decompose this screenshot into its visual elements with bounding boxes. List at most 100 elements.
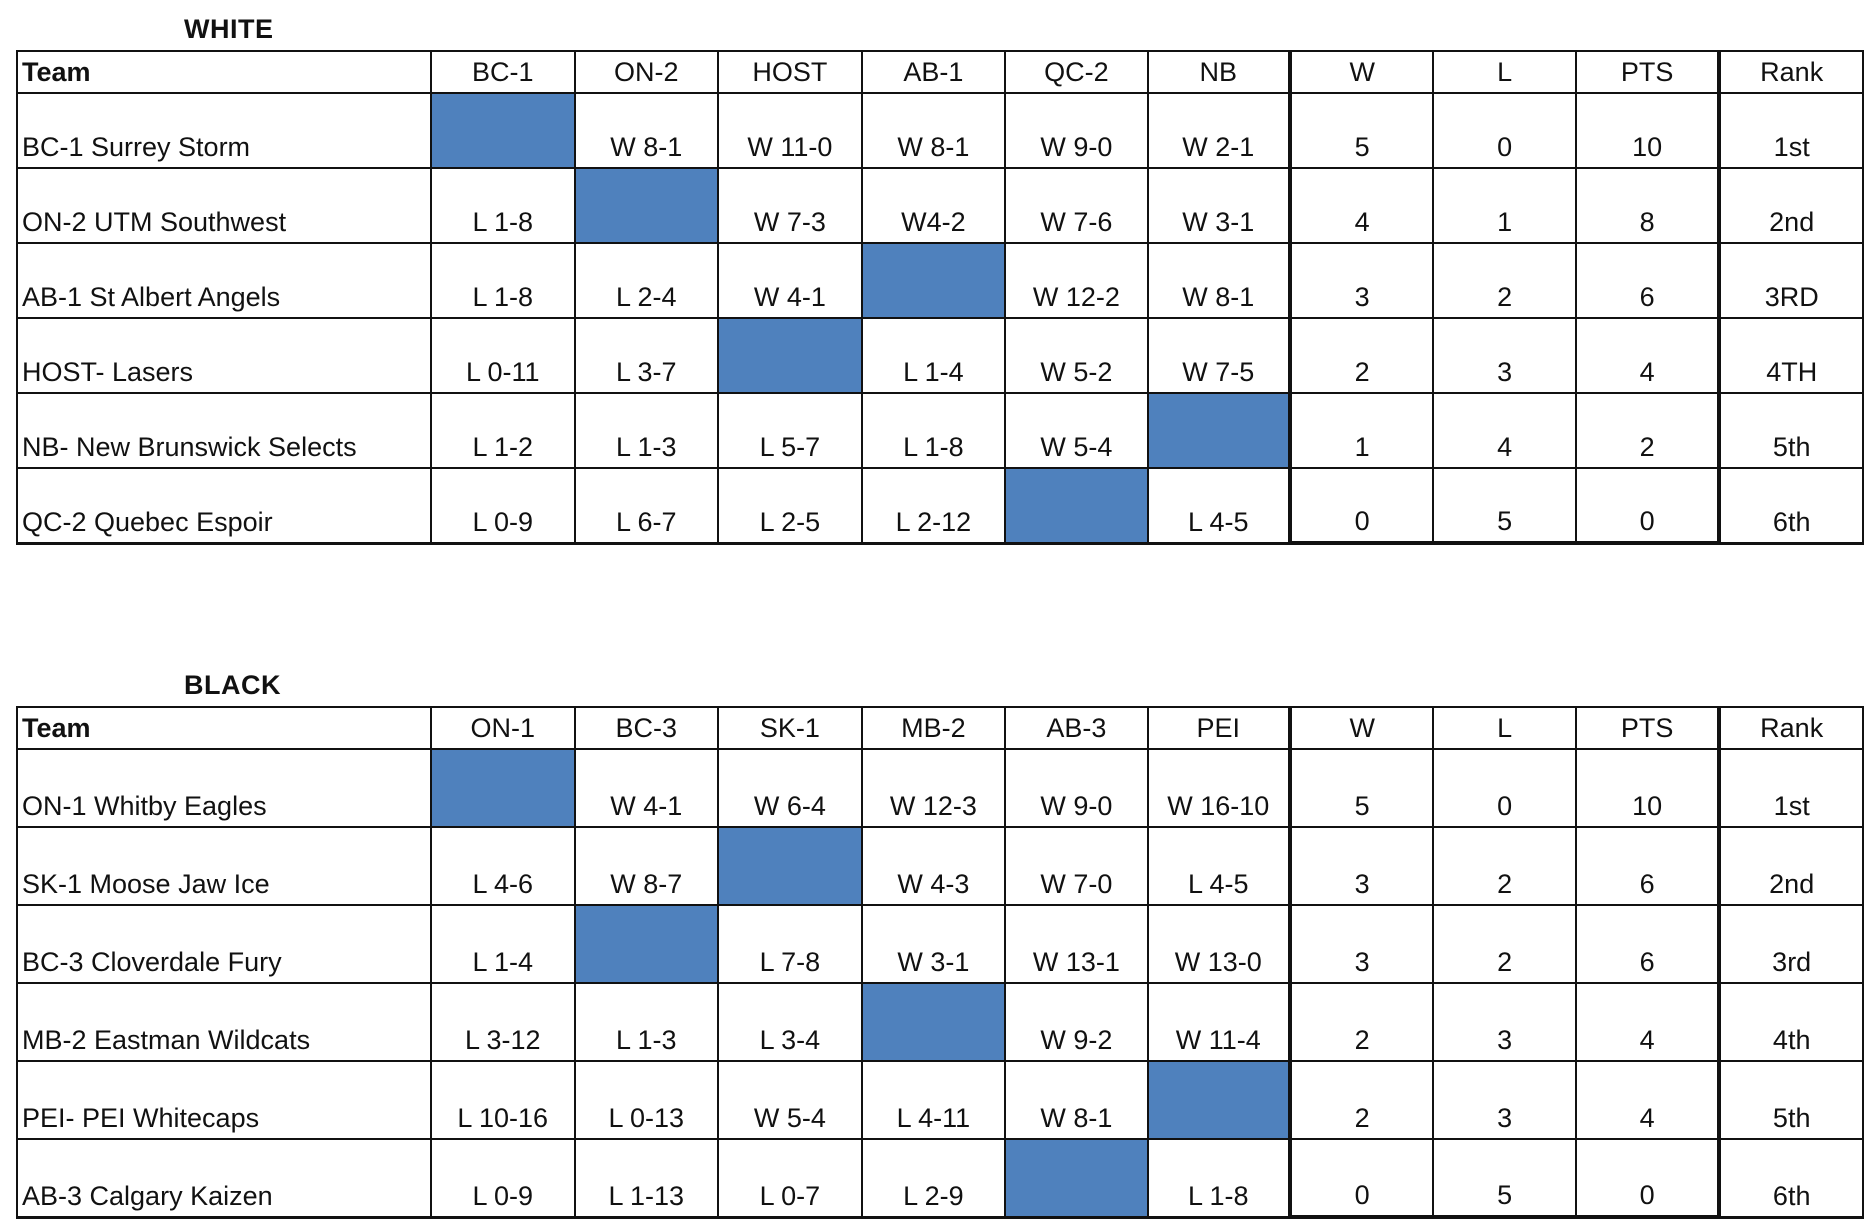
result-cell: L 1-8 xyxy=(429,242,576,319)
wins-cell: 1 xyxy=(1287,392,1435,469)
result-cell: L 3-12 xyxy=(429,982,576,1062)
rank-cell: 5th xyxy=(1717,392,1864,469)
points-cell: 6 xyxy=(1574,904,1721,984)
wins-cell: 5 xyxy=(1287,748,1435,828)
column-header: BC-1 xyxy=(429,50,576,94)
result-cell: W 7-0 xyxy=(1004,826,1149,906)
column-header: BC-3 xyxy=(573,706,720,750)
wins-cell: 4 xyxy=(1287,167,1435,244)
result-cell: W 8-1 xyxy=(860,92,1007,169)
self-match-blank-cell xyxy=(1004,467,1149,545)
rank-cell: 6th xyxy=(1717,467,1864,545)
self-match-blank-cell xyxy=(860,982,1007,1062)
header-row: Team ON-1 BC-3 SK-1 MB-2 AB-3 PEI W L PTS Rank xyxy=(16,706,1864,750)
column-header: Team xyxy=(16,706,432,750)
points-cell: 4 xyxy=(1574,982,1721,1062)
result-cell: W 4-3 xyxy=(860,826,1007,906)
points-cell: 0 xyxy=(1574,467,1721,545)
result-cell: W 2-1 xyxy=(1146,92,1291,169)
result-cell: L 0-11 xyxy=(429,317,576,394)
table-row: HOST- Lasers L 0-11 L 3-7 L 1-4 W 5-2 W 7-5 2 3… xyxy=(16,317,1864,394)
wins-cell: 0 xyxy=(1287,1138,1435,1219)
self-match-blank-cell xyxy=(573,167,720,244)
result-cell: L 1-8 xyxy=(860,392,1007,469)
table-row: ON-2 UTM Southwest L 1-8 W 7-3 W4-2 W 7-6 W 3… xyxy=(16,167,1864,244)
result-cell: W 7-5 xyxy=(1146,317,1291,394)
team-name-cell: QC-2 Quebec Espoir xyxy=(16,467,432,545)
column-header: MB-2 xyxy=(860,706,1007,750)
column-header: W xyxy=(1287,706,1435,750)
result-cell: W 7-3 xyxy=(717,167,863,244)
wins-cell: 2 xyxy=(1287,317,1435,394)
header-row: Team BC-1 ON-2 HOST AB-1 QC-2 NB W L PTS Rank xyxy=(16,50,1864,94)
self-match-blank-cell xyxy=(860,242,1007,319)
table-row: ON-1 Whitby Eagles W 4-1 W 6-4 W 12-3 W 9-0 W… xyxy=(16,748,1864,828)
points-cell: 6 xyxy=(1574,242,1721,319)
result-cell: L 1-4 xyxy=(429,904,576,984)
rank-cell: 1st xyxy=(1717,748,1864,828)
black-pool-title: BLACK xyxy=(184,670,281,700)
team-name-cell: HOST- Lasers xyxy=(16,317,432,394)
column-header: SK-1 xyxy=(717,706,863,750)
column-header: L xyxy=(1432,706,1577,750)
result-cell: L 4-5 xyxy=(1146,467,1291,545)
rank-cell: 2nd xyxy=(1717,167,1864,244)
column-header: AB-1 xyxy=(860,50,1007,94)
result-cell: L 1-2 xyxy=(429,392,576,469)
column-header: Rank xyxy=(1717,706,1864,750)
points-cell: 4 xyxy=(1574,317,1721,394)
black-standings-table: Team ON-1 BC-3 SK-1 MB-2 AB-3 PEI W L PTS Rank ON-… xyxy=(16,706,1864,1219)
result-cell: W 13-1 xyxy=(1004,904,1149,984)
rank-cell: 6th xyxy=(1717,1138,1864,1219)
result-cell: W 9-2 xyxy=(1004,982,1149,1062)
column-header: PTS xyxy=(1574,50,1721,94)
losses-cell: 2 xyxy=(1432,242,1577,319)
result-cell: L 7-8 xyxy=(717,904,863,984)
losses-cell: 0 xyxy=(1432,92,1577,169)
team-name-cell: NB- New Brunswick Selects xyxy=(16,392,432,469)
points-cell: 6 xyxy=(1574,826,1721,906)
result-cell: W 5-4 xyxy=(717,1060,863,1140)
rank-cell: 4TH xyxy=(1717,317,1864,394)
points-cell: 4 xyxy=(1574,1060,1721,1140)
result-cell: W 11-4 xyxy=(1146,982,1291,1062)
white-pool-title: WHITE xyxy=(184,14,274,44)
table-row: AB-3 Calgary Kaizen L 0-9 L 1-13 L 0-7 L 2-9… xyxy=(16,1138,1864,1219)
result-cell: W 8-1 xyxy=(1004,1060,1149,1140)
result-cell: L 2-4 xyxy=(573,242,720,319)
result-cell: W 11-0 xyxy=(717,92,863,169)
losses-cell: 5 xyxy=(1432,467,1577,545)
losses-cell: 3 xyxy=(1432,1060,1577,1140)
team-name-cell: ON-2 UTM Southwest xyxy=(16,167,432,244)
result-cell: W 8-1 xyxy=(573,92,720,169)
losses-cell: 0 xyxy=(1432,748,1577,828)
team-name-cell: SK-1 Moose Jaw Ice xyxy=(16,826,432,906)
result-cell: L 4-5 xyxy=(1146,826,1291,906)
table-row: MB-2 Eastman Wildcats L 3-12 L 1-3 L 3-4 W 9… xyxy=(16,982,1864,1062)
column-header: HOST xyxy=(717,50,863,94)
losses-cell: 4 xyxy=(1432,392,1577,469)
result-cell: L 1-8 xyxy=(1146,1138,1291,1219)
column-header: L xyxy=(1432,50,1577,94)
result-cell: L 0-9 xyxy=(429,467,576,545)
result-cell: L 2-5 xyxy=(717,467,863,545)
table-row: SK-1 Moose Jaw Ice L 4-6 W 8-7 W 4-3 W 7-0 L … xyxy=(16,826,1864,906)
points-cell: 2 xyxy=(1574,392,1721,469)
team-name-cell: AB-1 St Albert Angels xyxy=(16,242,432,319)
losses-cell: 1 xyxy=(1432,167,1577,244)
result-cell: W 3-1 xyxy=(860,904,1007,984)
wins-cell: 3 xyxy=(1287,242,1435,319)
table-row: NB- New Brunswick Selects L 1-2 L 1-3 L 5-7… xyxy=(16,392,1864,469)
losses-cell: 3 xyxy=(1432,982,1577,1062)
rank-cell: 3RD xyxy=(1717,242,1864,319)
result-cell: W 5-4 xyxy=(1004,392,1149,469)
column-header: Team xyxy=(16,50,432,94)
table-row: AB-1 St Albert Angels L 1-8 L 2-4 W 4-1 W 12… xyxy=(16,242,1864,319)
result-cell: L 2-12 xyxy=(860,467,1007,545)
rank-cell: 4th xyxy=(1717,982,1864,1062)
result-cell: L 5-7 xyxy=(717,392,863,469)
points-cell: 8 xyxy=(1574,167,1721,244)
team-name-cell: PEI- PEI Whitecaps xyxy=(16,1060,432,1140)
team-name-cell: BC-1 Surrey Storm xyxy=(16,92,432,169)
result-cell: L 0-13 xyxy=(573,1060,720,1140)
